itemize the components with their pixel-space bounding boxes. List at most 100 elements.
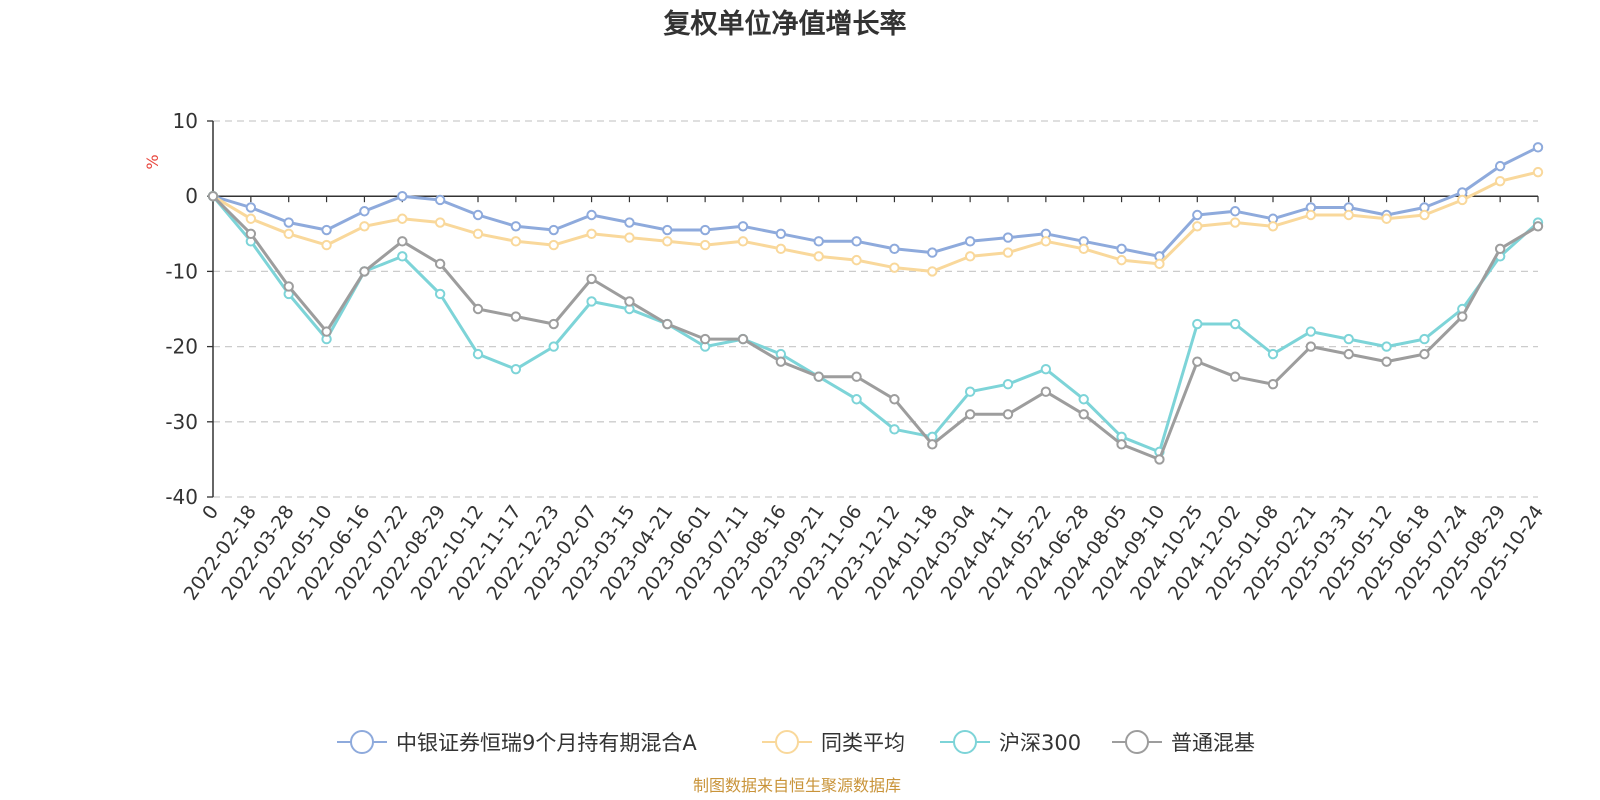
data-point xyxy=(245,213,257,224)
data-point xyxy=(1305,209,1317,221)
data-point xyxy=(1381,213,1392,224)
data-point xyxy=(321,224,332,236)
data-point xyxy=(1532,142,1544,153)
data-point xyxy=(964,251,976,262)
series-1 xyxy=(207,166,1544,277)
data-point xyxy=(472,228,484,240)
data-point xyxy=(1154,258,1165,270)
y-tick-label: -20 xyxy=(165,335,198,359)
data-point xyxy=(1494,243,1506,255)
data-point xyxy=(548,239,559,251)
data-point xyxy=(1457,194,1468,206)
y-tick-label: -10 xyxy=(165,259,198,283)
data-point xyxy=(699,224,711,236)
data-point xyxy=(397,213,408,224)
data-point xyxy=(1305,341,1317,352)
data-point xyxy=(1116,254,1127,266)
data-point xyxy=(927,439,938,450)
data-point xyxy=(1040,236,1052,247)
data-point xyxy=(397,191,408,202)
data-point xyxy=(662,318,673,330)
data-point xyxy=(1267,348,1279,360)
legend-circle-icon xyxy=(775,730,799,754)
data-point xyxy=(662,224,673,236)
data-point xyxy=(1192,209,1203,221)
y-tick-label: -30 xyxy=(165,410,198,434)
data-point xyxy=(927,266,938,277)
data-point xyxy=(359,266,370,277)
data-point xyxy=(548,341,559,352)
data-point xyxy=(1002,247,1014,258)
data-point xyxy=(889,394,900,405)
legend-label: 沪深300 xyxy=(999,731,1081,755)
data-point xyxy=(775,243,787,255)
legend-label: 同类平均 xyxy=(821,731,905,755)
data-point xyxy=(1343,209,1354,221)
data-point xyxy=(1305,326,1317,337)
data-point xyxy=(1116,243,1127,255)
data-point xyxy=(1267,221,1279,232)
data-point xyxy=(662,236,673,247)
data-point xyxy=(1002,232,1014,243)
data-point xyxy=(434,217,446,228)
y-axis-unit: % xyxy=(143,154,162,169)
data-point xyxy=(434,288,446,300)
legend[interactable]: 中银证券恒瑞9个月持有期混合A 同类平均 沪深300 普通混基 xyxy=(337,730,1255,755)
data-point xyxy=(321,239,332,251)
series-0 xyxy=(207,142,1544,262)
data-point xyxy=(359,206,370,217)
data-point xyxy=(964,409,976,420)
data-point xyxy=(1532,166,1544,178)
data-point xyxy=(321,326,332,337)
y-tick-label: 10 xyxy=(173,109,198,133)
data-point xyxy=(1494,160,1506,172)
data-point xyxy=(207,191,219,202)
data-point xyxy=(1419,333,1430,345)
series-line xyxy=(211,194,1540,454)
data-point xyxy=(283,281,294,292)
data-point xyxy=(964,386,976,397)
legend-item-3[interactable]: 普通混基 xyxy=(1112,730,1255,755)
data-point xyxy=(397,236,408,247)
data-point xyxy=(472,348,484,360)
data-point xyxy=(1078,394,1089,405)
legend-item-2[interactable]: 沪深300 xyxy=(940,730,1081,755)
data-point xyxy=(737,236,749,247)
legend-label: 中银证券恒瑞9个月持有期混合A xyxy=(396,731,697,755)
data-point xyxy=(1040,363,1052,375)
data-point xyxy=(1002,409,1014,420)
series-3 xyxy=(207,191,1544,465)
data-point xyxy=(775,228,787,240)
series-line xyxy=(211,145,1540,258)
data-point xyxy=(1078,409,1089,420)
data-point xyxy=(1419,209,1430,221)
data-point xyxy=(1154,454,1165,465)
data-point xyxy=(927,247,938,258)
data-point xyxy=(1040,386,1052,397)
data-point xyxy=(434,258,446,270)
series-2 xyxy=(207,191,1544,458)
data-point xyxy=(1381,356,1392,367)
data-point xyxy=(1457,311,1468,322)
data-point xyxy=(1192,318,1203,330)
data-point xyxy=(283,228,294,240)
data-point xyxy=(510,363,522,375)
legend-label: 普通混基 xyxy=(1171,731,1255,755)
data-point xyxy=(851,394,862,405)
data-source-note: 制图数据来自恒生聚源数据库 xyxy=(693,776,901,795)
data-point xyxy=(624,296,635,307)
legend-item-1[interactable]: 同类平均 xyxy=(762,730,905,755)
data-point xyxy=(1494,175,1506,187)
data-point xyxy=(510,221,522,232)
data-point xyxy=(1343,333,1354,345)
legend-item-0[interactable]: 中银证券恒瑞9个月持有期混合A xyxy=(337,730,697,755)
data-point xyxy=(245,228,257,240)
data-point xyxy=(851,371,862,382)
x-tick-label: 0 xyxy=(198,501,223,524)
series-line xyxy=(211,170,1540,273)
data-point xyxy=(1343,348,1354,360)
data-point xyxy=(283,217,294,228)
data-point xyxy=(813,251,824,262)
data-point xyxy=(1229,206,1241,217)
